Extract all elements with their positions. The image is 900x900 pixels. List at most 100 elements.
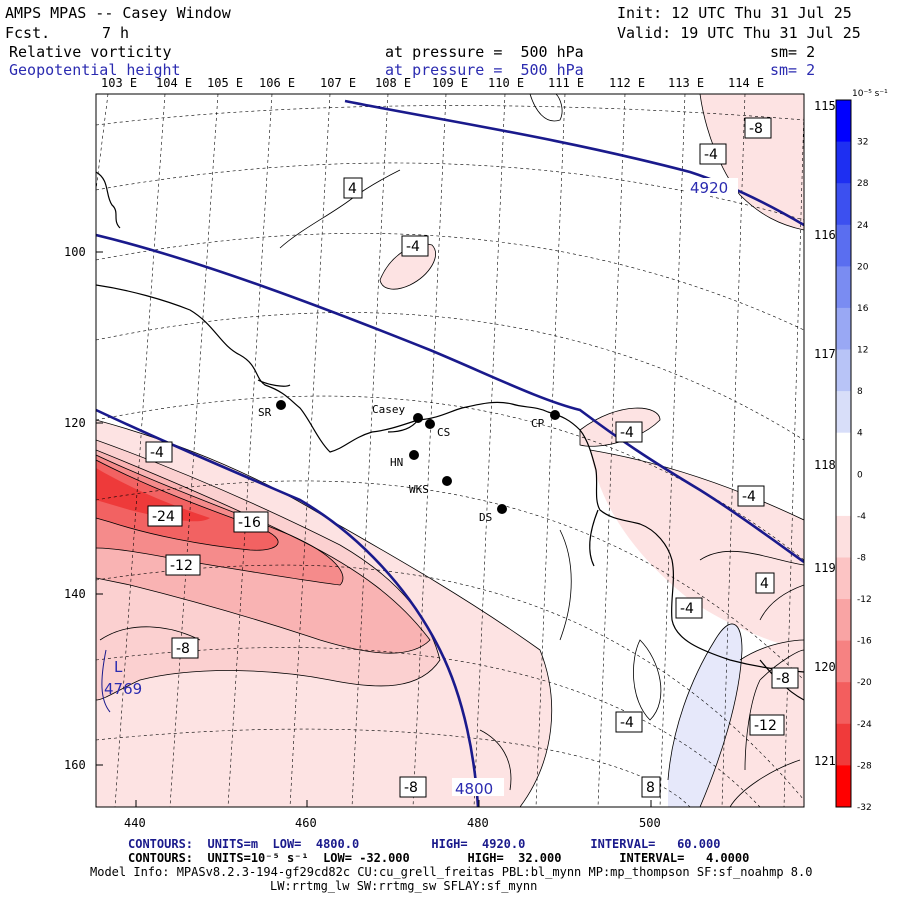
- vorticity-label: -4: [620, 715, 634, 731]
- vorticity-label: -16: [238, 515, 261, 531]
- vorticity-contour: [759, 649, 804, 681]
- station-label: CS: [437, 426, 450, 439]
- lon-label-top: 108 E: [375, 76, 412, 90]
- y-tick-label: 140: [64, 587, 86, 601]
- meridian-line: [169, 94, 219, 807]
- meridian-line: [783, 109, 804, 807]
- low-value: 4769: [104, 680, 142, 698]
- station-label: WKS: [409, 483, 429, 496]
- vorticity-contour: [633, 639, 662, 721]
- colorbar-swatch: [836, 141, 851, 184]
- field1-level: at pressure = 500 hPa: [385, 43, 584, 61]
- vorticity-contour: [667, 623, 743, 807]
- vorticity-contour: [579, 407, 661, 447]
- lon-label-top: 106 E: [259, 76, 296, 90]
- vorticity-label: -12: [170, 558, 193, 574]
- valid-time: Valid: 19 UTC Thu 31 Jul 25: [617, 24, 861, 42]
- lon-label-top: 111 E: [548, 76, 585, 90]
- station-marker: [413, 413, 423, 423]
- vorticity-contour: [96, 449, 431, 654]
- vorticity-shading: [96, 94, 804, 807]
- low-center-contour: [101, 649, 111, 713]
- forecast-label: Fcst.: [5, 24, 51, 42]
- colorbar-swatch: [836, 183, 851, 226]
- map-content: [96, 94, 804, 807]
- field1-smoothing: sm= 2: [770, 43, 816, 61]
- colorbar-level-label: -24: [857, 720, 872, 730]
- parallel-line: [96, 233, 804, 331]
- x-tick-label: 460: [295, 816, 317, 830]
- station-marker: [497, 504, 507, 514]
- vorticity-label: -4: [150, 445, 164, 461]
- colorbar-swatch: [836, 349, 851, 392]
- meridian-line: [535, 94, 566, 807]
- colorbar-level-label: 24: [857, 221, 869, 231]
- station-label: Casey: [372, 403, 405, 416]
- vorticity-label: -12: [754, 718, 777, 734]
- vorticity-contour: [96, 454, 344, 586]
- colorbar-swatch: [836, 640, 851, 683]
- vorticity-label: -4: [704, 147, 718, 163]
- low-marker: L: [114, 658, 123, 676]
- x-tick-label: 500: [639, 816, 661, 830]
- vorticity-area-strong: [96, 460, 279, 551]
- colorbar-swatch: [836, 266, 851, 309]
- colorbar-level-label: -12: [857, 595, 872, 605]
- model-info: Model Info: MPASv8.2.3-194-gf29cd82c CU:…: [90, 865, 813, 879]
- height-contour-4920: [344, 99, 804, 227]
- vorticity-area-light: [700, 94, 804, 230]
- station-marker: [276, 400, 286, 410]
- lon-label-top: 114 E: [728, 76, 765, 90]
- colorbar-level-label: 4: [857, 429, 863, 439]
- vorticity-label: 4: [348, 181, 357, 197]
- colorbar-level-label: -4: [857, 512, 866, 522]
- coastline-line: [257, 379, 291, 387]
- station-marker: [550, 410, 560, 420]
- height-label-4920: 4920: [690, 179, 728, 197]
- vorticity-contour-info: CONTOURS: UNITS=10⁻⁵ s⁻¹ LOW= -32.000 HI…: [128, 851, 750, 865]
- stations: SR Casey CS CP HN WKS DS: [258, 400, 560, 524]
- height-contour-4800: [96, 408, 480, 807]
- height-contours: [96, 99, 804, 807]
- lon-label-top: 112 E: [609, 76, 646, 90]
- vorticity-label: 4: [760, 576, 769, 592]
- field2-name: Geopotential height: [9, 61, 181, 79]
- colorbar-level-label: -16: [857, 637, 872, 647]
- colorbar-swatch: [836, 599, 851, 642]
- axis-ticks: [96, 251, 652, 807]
- vorticity-area-max: [96, 468, 210, 522]
- colorbar-level-label: 0: [857, 470, 863, 480]
- station-marker: [425, 419, 435, 429]
- parallel-line: [96, 395, 804, 561]
- height-label-4800: 4800: [455, 780, 493, 798]
- forecast-hour: 7 h: [102, 24, 130, 42]
- colorbar-level-label: 12: [857, 346, 868, 356]
- lon-label-top: 113 E: [668, 76, 705, 90]
- y-tick-label: 100: [64, 245, 86, 259]
- vorticity-contour: [479, 729, 512, 791]
- lon-label-top: 109 E: [432, 76, 469, 90]
- axis-labels: 440 460 480 500 100 120 140 160: [64, 245, 661, 830]
- vorticity-labels: -8 -4 4 -4 -4 -4 -24 -16 -12 -8 -4 4 -4 …: [145, 117, 799, 798]
- station-marker: [442, 476, 452, 486]
- colorbar-swatch: [836, 474, 851, 517]
- x-tick-label: 480: [467, 816, 489, 830]
- model-title: AMPS MPAS -- Casey Window: [5, 4, 231, 22]
- station-label: HN: [390, 456, 403, 469]
- vorticity-contour: [96, 439, 441, 701]
- colorbar-level-label: 32: [857, 138, 868, 148]
- vorticity-label: -4: [680, 601, 694, 617]
- colorbar-level-label: 20: [857, 262, 869, 272]
- map-frame: [95, 93, 805, 808]
- parallel-line: [96, 564, 804, 801]
- colorbar-level-label: -28: [857, 761, 872, 771]
- meridian-line: [721, 94, 746, 807]
- meridian-line: [227, 94, 273, 807]
- colorbar-swatch: [836, 432, 851, 475]
- model-info-physics: LW:rrtmg_lw SW:rrtmg_sw SFLAY:sf_mynn: [270, 879, 538, 893]
- y-tick-label: 160: [64, 758, 86, 772]
- vorticity-contour: [699, 94, 804, 231]
- station-label: CP: [531, 417, 545, 430]
- field1-name: Relative vorticity: [9, 43, 172, 61]
